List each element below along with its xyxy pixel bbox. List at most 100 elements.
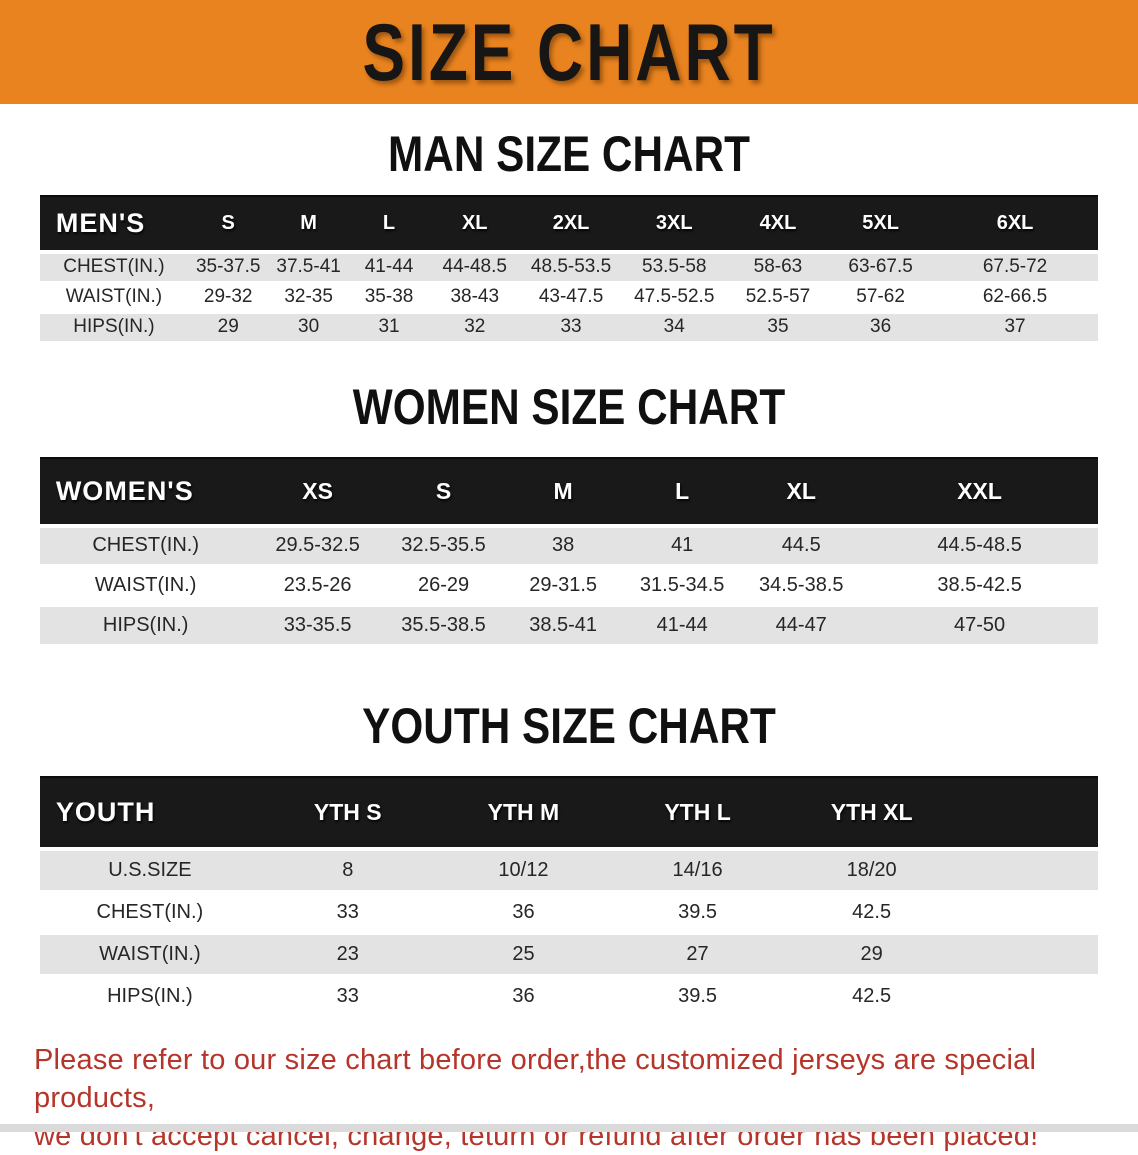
size-value: 32 bbox=[429, 312, 521, 344]
size-column-header: XL bbox=[741, 456, 862, 528]
size-value: 14/16 bbox=[611, 849, 784, 893]
size-value: 67.5-72 bbox=[931, 252, 1099, 284]
table-title-cell: WOMEN'S bbox=[39, 456, 252, 528]
table-row: HIPS(IN.) 33-35.5 35.5-38.5 38.5-41 41-44 44-… bbox=[39, 605, 1099, 647]
size-column-header: 6XL bbox=[931, 195, 1099, 254]
size-value: 34 bbox=[621, 312, 727, 344]
row-label: HIPS(IN.) bbox=[39, 605, 252, 647]
size-value: 44.5 bbox=[741, 525, 862, 567]
size-value: 26-29 bbox=[383, 565, 504, 607]
size-value: 42.5 bbox=[783, 891, 960, 935]
youth-section: YOUTH SIZE CHART YOUTH YTH S YTH M YTH L YTH… bbox=[0, 696, 1138, 1019]
size-column-header: M bbox=[268, 195, 349, 254]
size-column-header: S bbox=[383, 456, 504, 528]
size-column-header: XXL bbox=[861, 456, 1099, 528]
size-column-header: YTH M bbox=[435, 776, 612, 851]
size-value: 8 bbox=[259, 849, 436, 893]
size-value: 23.5-26 bbox=[251, 565, 384, 607]
row-label: U.S.SIZE bbox=[39, 849, 260, 893]
size-value: 38.5-42.5 bbox=[861, 565, 1099, 607]
size-value: 33 bbox=[520, 312, 622, 344]
size-column-header: YTH L bbox=[611, 776, 784, 851]
row-label: WAIST(IN.) bbox=[39, 565, 252, 607]
men-section: MAN SIZE CHART MEN'S S M L XL 2XL 3XL 4XL 5XL 6XL… bbox=[0, 128, 1138, 344]
row-label: CHEST(IN.) bbox=[39, 525, 252, 567]
size-column-header: 2XL bbox=[520, 195, 622, 254]
size-value: 29-32 bbox=[187, 282, 269, 314]
size-chart-banner: SIZE CHART bbox=[0, 0, 1138, 104]
header-row: WOMEN'S XS S M L XL XXL bbox=[39, 456, 1099, 528]
size-value: 57-62 bbox=[829, 282, 932, 314]
table-row: WAIST(IN.) 29-32 32-35 35-38 38-43 43-47.5 47.… bbox=[39, 282, 1099, 314]
youth-size-table: YOUTH YTH S YTH M YTH L YTH XL U.S.SIZE 8 10/1… bbox=[39, 776, 1099, 1019]
row-label: CHEST(IN.) bbox=[39, 252, 188, 284]
size-column-header: M bbox=[503, 456, 623, 528]
row-label: WAIST(IN.) bbox=[39, 282, 188, 314]
women-section-heading: WOMEN SIZE CHART bbox=[352, 377, 786, 435]
spacer-cell bbox=[959, 975, 1099, 1019]
size-value: 35-37.5 bbox=[187, 252, 269, 284]
women-section: WOMEN SIZE CHART WOMEN'S XS S M L XL XXL CHEST… bbox=[0, 377, 1138, 647]
size-value: 42.5 bbox=[783, 975, 960, 1019]
disclaimer-note: Please refer to our size chart before or… bbox=[0, 1041, 1138, 1155]
size-value: 29 bbox=[187, 312, 269, 344]
size-value: 33 bbox=[259, 891, 436, 935]
table-row: WAIST(IN.) 23.5-26 26-29 29-31.5 31.5-34.5 34… bbox=[39, 565, 1099, 607]
size-column-header: XL bbox=[429, 195, 521, 254]
table-row: HIPS(IN.) 33 36 39.5 42.5 bbox=[39, 975, 1099, 1019]
size-value: 38.5-41 bbox=[503, 605, 623, 647]
size-value: 38 bbox=[503, 525, 623, 567]
size-column-header: YTH S bbox=[259, 776, 436, 851]
size-column-header: XS bbox=[251, 456, 384, 528]
size-column-header: YTH XL bbox=[783, 776, 960, 851]
size-value: 58-63 bbox=[726, 252, 830, 284]
bottom-divider-bar bbox=[0, 1124, 1138, 1132]
size-value: 35 bbox=[726, 312, 830, 344]
table-row: CHEST(IN.) 33 36 39.5 42.5 bbox=[39, 891, 1099, 935]
spacer-cell bbox=[959, 776, 1099, 851]
size-value: 34.5-38.5 bbox=[741, 565, 862, 607]
size-column-header: L bbox=[348, 195, 430, 254]
size-value: 18/20 bbox=[783, 849, 960, 893]
table-row: HIPS(IN.) 29 30 31 32 33 34 35 36 37 bbox=[39, 312, 1099, 344]
row-label: HIPS(IN.) bbox=[39, 975, 260, 1019]
size-value: 36 bbox=[829, 312, 932, 344]
table-row: WAIST(IN.) 23 25 27 29 bbox=[39, 933, 1099, 977]
spacer-cell bbox=[959, 933, 1099, 977]
size-value: 35-38 bbox=[348, 282, 430, 314]
size-value: 33-35.5 bbox=[251, 605, 384, 647]
size-value: 33 bbox=[259, 975, 436, 1019]
size-value: 10/12 bbox=[435, 849, 612, 893]
size-value: 53.5-58 bbox=[621, 252, 727, 284]
size-value: 47-50 bbox=[861, 605, 1099, 647]
spacer-cell bbox=[959, 849, 1099, 893]
size-column-header: 5XL bbox=[829, 195, 932, 254]
size-value: 30 bbox=[268, 312, 349, 344]
size-value: 41 bbox=[622, 525, 742, 567]
size-value: 36 bbox=[435, 975, 612, 1019]
size-value: 25 bbox=[435, 933, 612, 977]
table-row: CHEST(IN.) 29.5-32.5 32.5-35.5 38 41 44.5 44.5… bbox=[39, 525, 1099, 567]
table-title-cell: YOUTH bbox=[39, 776, 260, 851]
size-value: 62-66.5 bbox=[931, 282, 1099, 314]
youth-section-heading: YOUTH SIZE CHART bbox=[362, 696, 776, 755]
size-value: 29 bbox=[783, 933, 960, 977]
size-column-header: S bbox=[187, 195, 269, 254]
size-value: 35.5-38.5 bbox=[383, 605, 504, 647]
header-row: MEN'S S M L XL 2XL 3XL 4XL 5XL 6XL bbox=[39, 195, 1099, 254]
table-row: CHEST(IN.) 35-37.5 37.5-41 41-44 44-48.5 48.5… bbox=[39, 252, 1099, 284]
size-value: 23 bbox=[259, 933, 436, 977]
size-column-header: L bbox=[622, 456, 742, 528]
size-value: 47.5-52.5 bbox=[621, 282, 727, 314]
row-label: HIPS(IN.) bbox=[39, 312, 188, 344]
size-value: 44-48.5 bbox=[429, 252, 521, 284]
size-value: 41-44 bbox=[622, 605, 742, 647]
size-value: 29-31.5 bbox=[503, 565, 623, 607]
size-value: 39.5 bbox=[611, 891, 784, 935]
table-title-cell: MEN'S bbox=[39, 195, 188, 254]
size-value: 44-47 bbox=[741, 605, 862, 647]
women-size-table: WOMEN'S XS S M L XL XXL CHEST(IN.) 29.5-32.5 32.… bbox=[39, 456, 1099, 647]
size-value: 38-43 bbox=[429, 282, 521, 314]
men-size-table: MEN'S S M L XL 2XL 3XL 4XL 5XL 6XL CHEST(IN.) 35-3… bbox=[39, 195, 1099, 344]
size-value: 27 bbox=[611, 933, 784, 977]
